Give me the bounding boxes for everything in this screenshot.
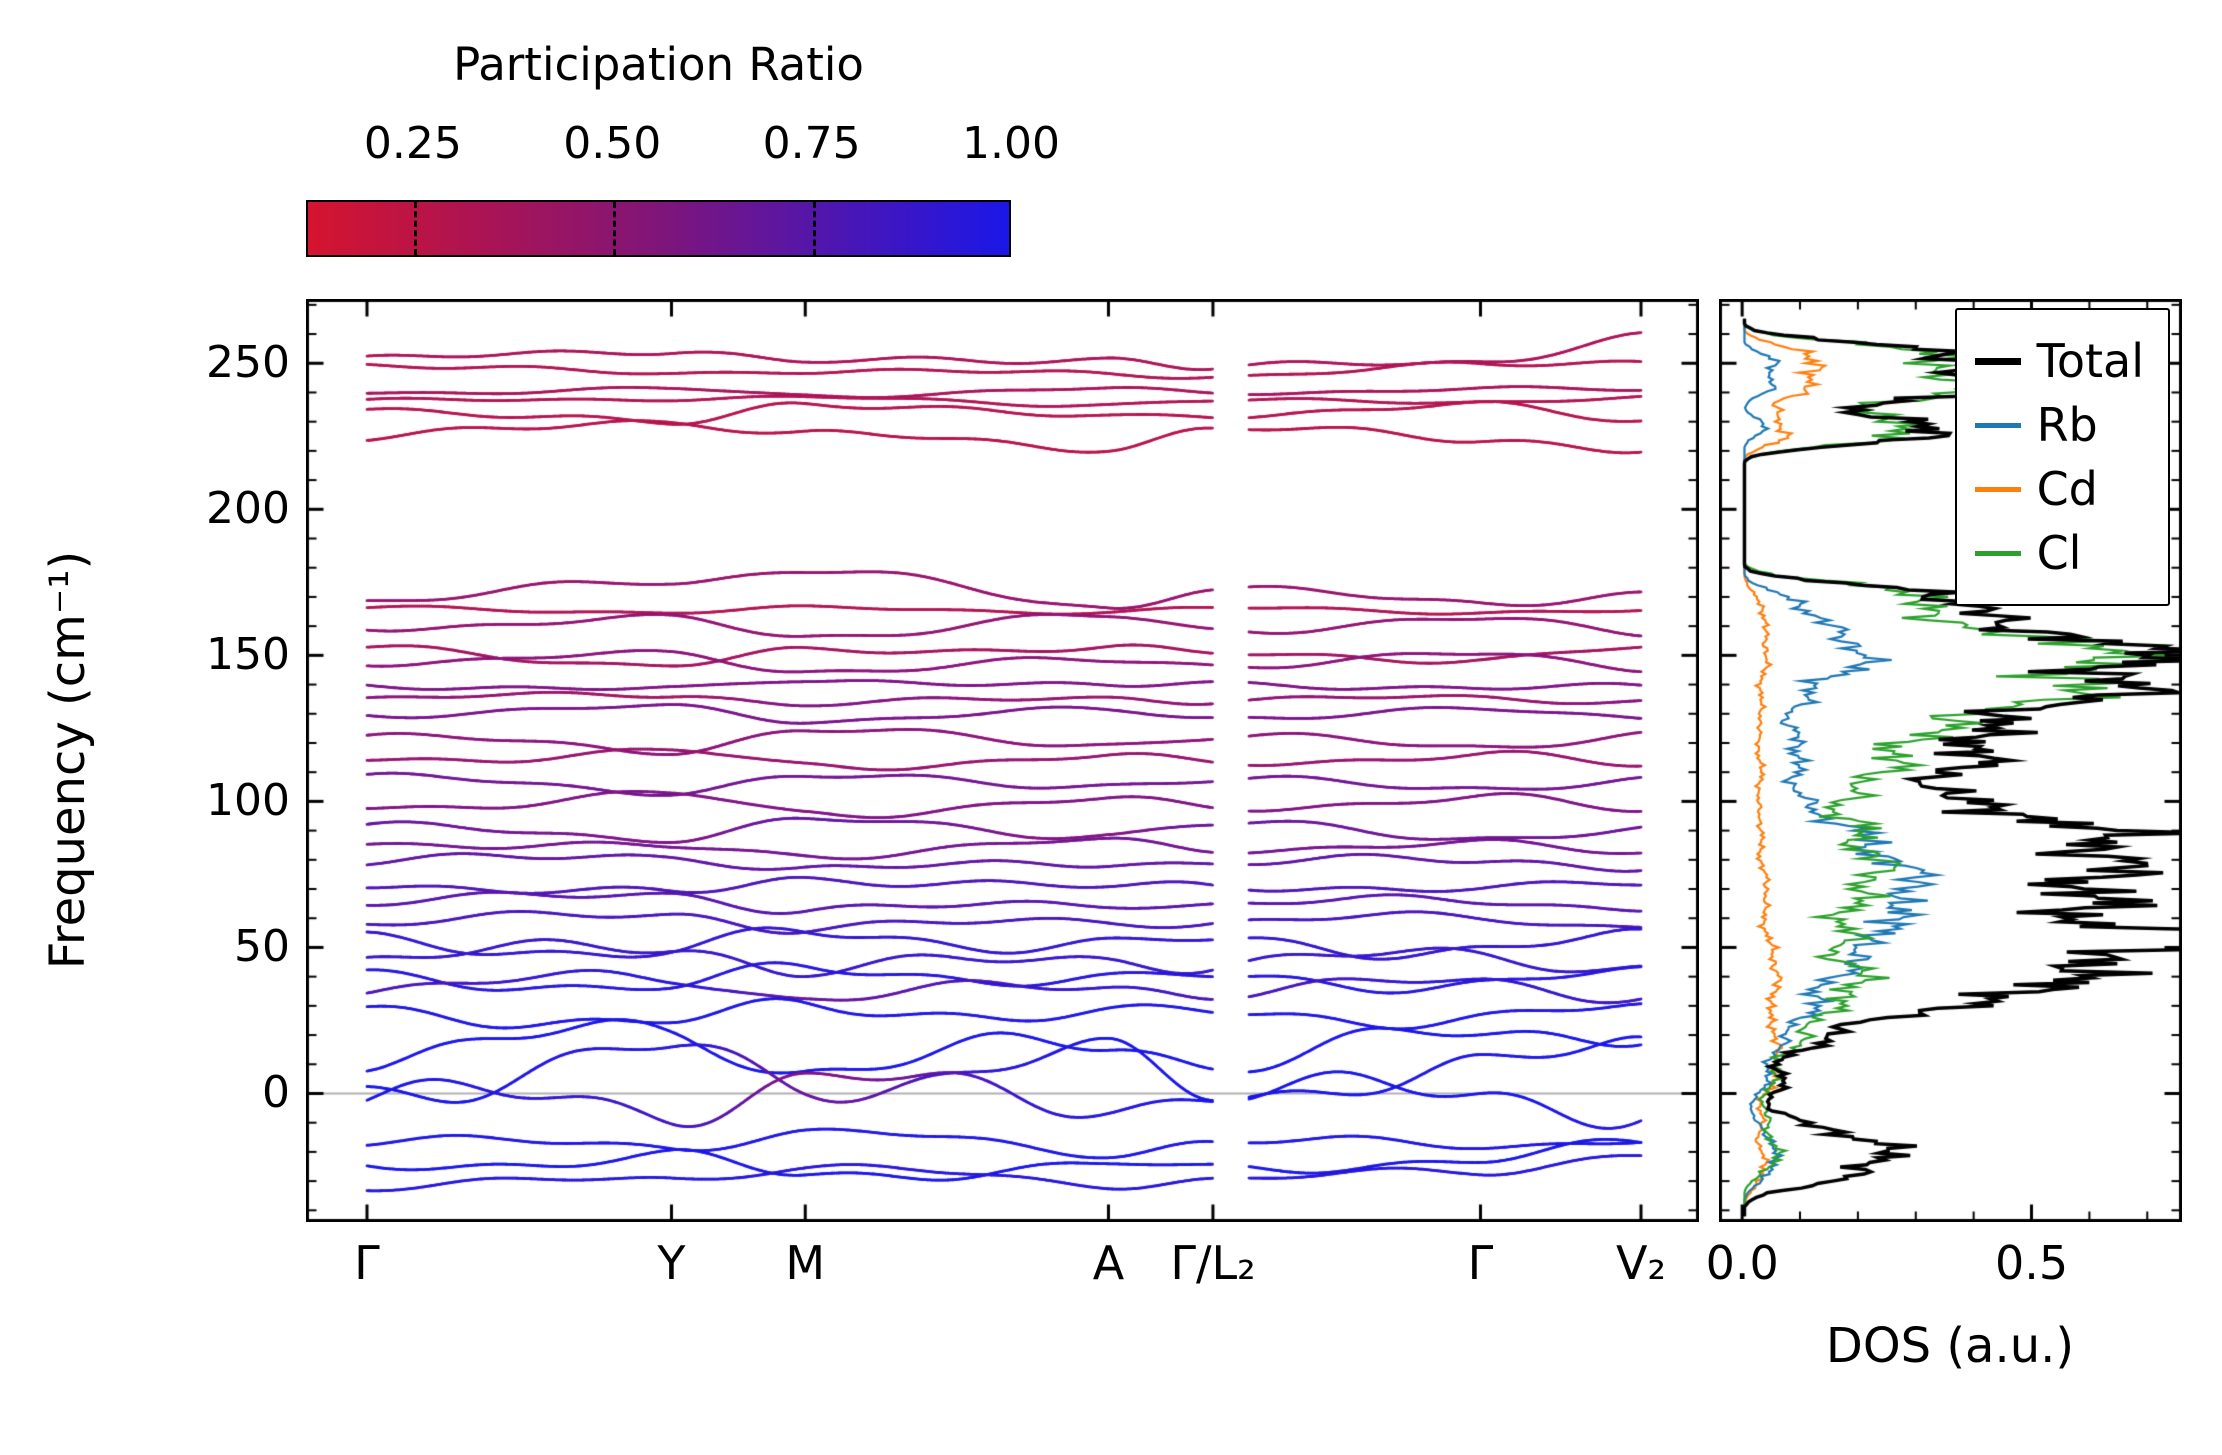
frequency-tick-label: 100 (206, 775, 290, 827)
legend-line-swatch (1974, 357, 2021, 365)
legend-line-swatch (1974, 486, 2021, 492)
frequency-tick-label: 200 (206, 483, 290, 535)
legend-label: Total (2036, 334, 2144, 388)
kpath-tick-label: V₂ (1616, 1236, 1666, 1290)
colorbar-tick-mark (613, 202, 617, 255)
frequency-tick-label: 50 (234, 921, 290, 973)
legend-entry-cd: Cd (1974, 462, 2144, 516)
kpath-tick-label: A (1092, 1236, 1125, 1290)
kpath-tick-label: M (785, 1236, 826, 1290)
colorbar-tick-label: 0.25 (363, 118, 462, 169)
legend-label: Cl (2036, 526, 2082, 580)
dos-axis-label: DOS (a.u.) (1825, 1318, 2075, 1374)
kpath-tick-label: Γ/L₂ (1170, 1236, 1256, 1290)
colorbar-title: Participation Ratio (453, 38, 864, 91)
legend-label: Cd (2036, 462, 2098, 516)
dos-tick-label: 0.0 (1705, 1236, 1779, 1290)
dos-tick-label: 0.5 (1994, 1236, 2069, 1290)
dos-legend: Total Rb Cd Cl (1954, 308, 2170, 606)
frequency-tick-label: 0 (262, 1067, 290, 1119)
colorbar-tick-labels: 0.25 0.50 0.75 1.00 (0, 118, 2222, 169)
colorbar-tick-label: 0.75 (762, 118, 861, 169)
colorbar (306, 200, 1011, 257)
legend-line-swatch (1974, 422, 2021, 428)
legend-label: Rb (2036, 398, 2098, 452)
colorbar-tick-label: 0.50 (563, 118, 662, 169)
legend-entry-cl: Cl (1974, 526, 2144, 580)
frequency-axis-label: Frequency (cm⁻¹) (40, 550, 96, 970)
colorbar-tick-label: 1.00 (962, 118, 1060, 169)
frequency-tick-label: 150 (206, 629, 290, 681)
legend-entry-total: Total (1974, 334, 2144, 388)
frequency-tick-label: 250 (206, 337, 290, 389)
colorbar-tick-mark (812, 202, 816, 255)
legend-entry-rb: Rb (1974, 398, 2144, 452)
kpath-tick-label: Γ (354, 1236, 380, 1290)
colorbar-tick-mark (413, 202, 417, 255)
band-structure-canvas (306, 299, 1699, 1222)
kpath-tick-label: Y (657, 1236, 686, 1290)
kpath-tick-label: Γ (1467, 1236, 1494, 1290)
legend-line-swatch (1974, 550, 2021, 556)
